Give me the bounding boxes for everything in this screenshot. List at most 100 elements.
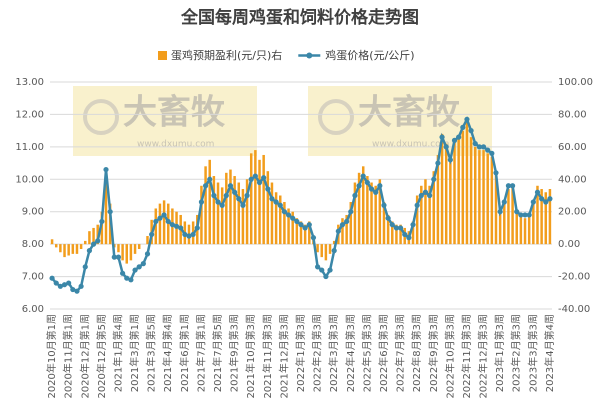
marker xyxy=(534,189,541,195)
bar xyxy=(249,153,253,245)
marker xyxy=(290,215,296,221)
bar xyxy=(415,195,419,245)
bar xyxy=(84,240,87,245)
bar xyxy=(486,153,489,245)
marker xyxy=(111,254,117,260)
bar xyxy=(395,224,398,245)
bar xyxy=(303,224,307,245)
marker xyxy=(344,218,350,225)
bar xyxy=(220,187,224,245)
watermark-logo xyxy=(83,99,119,135)
bar xyxy=(349,201,353,245)
bar xyxy=(283,201,286,245)
marker xyxy=(169,222,175,228)
watermark-box xyxy=(308,86,492,156)
bar xyxy=(544,192,548,245)
bar xyxy=(59,244,62,253)
marker xyxy=(406,235,412,241)
y-tick-label: 7.00 xyxy=(22,272,44,283)
marker xyxy=(422,189,429,195)
marker xyxy=(240,202,246,208)
marker xyxy=(331,248,337,254)
bar xyxy=(527,214,531,245)
marker xyxy=(373,189,379,195)
marker xyxy=(285,212,292,218)
legend-label: 鸡蛋价格(元/公斤) xyxy=(325,48,414,62)
marker xyxy=(539,196,545,202)
marker xyxy=(427,192,433,199)
x-tick-label: 2022年5月第3周 xyxy=(360,314,373,392)
x-tick-label: 2022年2月第3周 xyxy=(311,314,324,392)
x-tick-label: 2020年12月第1周 xyxy=(78,314,91,399)
bar xyxy=(490,156,494,245)
x-tick-label: 2021年3月第1周 xyxy=(128,314,141,392)
marker xyxy=(256,179,263,186)
bar xyxy=(536,185,539,245)
bar xyxy=(158,203,162,245)
marker xyxy=(269,196,275,202)
marker xyxy=(368,186,375,192)
marker xyxy=(418,192,424,199)
y2-tick-label: -20.00 xyxy=(558,272,590,283)
marker xyxy=(530,199,536,205)
bar xyxy=(320,244,323,258)
marker xyxy=(485,147,491,153)
bar xyxy=(71,244,75,254)
marker xyxy=(244,192,250,199)
bar xyxy=(507,189,510,245)
watermark-brand: 大畜牧 xyxy=(123,93,226,133)
marker xyxy=(74,288,80,294)
marker xyxy=(547,196,553,202)
bar xyxy=(54,244,58,248)
marker xyxy=(518,212,524,218)
bar xyxy=(411,221,415,245)
x-tick-label: 2021年12月第3周 xyxy=(277,314,290,399)
marker xyxy=(393,225,400,231)
marker xyxy=(348,209,354,215)
bar xyxy=(204,166,207,245)
marker xyxy=(514,209,520,215)
bar xyxy=(440,133,444,245)
marker xyxy=(460,124,466,130)
bar xyxy=(200,185,203,245)
marker xyxy=(211,192,217,199)
bar xyxy=(270,182,274,245)
marker xyxy=(443,144,449,150)
bar xyxy=(133,244,137,254)
marker xyxy=(364,179,370,186)
x-tick-label: 2023年1月第3周 xyxy=(493,314,506,392)
marker xyxy=(302,225,308,231)
bar xyxy=(515,211,518,245)
marker xyxy=(335,228,341,234)
x-tick-label: 2021年6月第1周 xyxy=(178,314,191,392)
marker xyxy=(339,222,346,228)
marker xyxy=(526,212,532,218)
marker xyxy=(99,218,105,225)
x-tick-label: 2022年6月第3周 xyxy=(377,314,390,392)
y-tick-label: 8.00 xyxy=(22,239,44,250)
bar xyxy=(324,244,328,261)
marker xyxy=(49,275,55,281)
marker xyxy=(178,225,184,231)
marker xyxy=(402,231,408,238)
bar xyxy=(540,189,543,245)
marker xyxy=(319,267,325,273)
y-tick-label: 12.00 xyxy=(15,109,44,120)
bar xyxy=(449,159,452,245)
bar xyxy=(63,244,66,258)
x-tick-label: 2022年12月第3周 xyxy=(477,314,490,399)
y2-tick-label: 80.00 xyxy=(558,109,587,120)
marker xyxy=(173,223,180,229)
bar xyxy=(432,171,436,245)
marker xyxy=(377,183,383,189)
marker xyxy=(356,183,362,189)
y-tick-label: 10.00 xyxy=(15,174,44,185)
y2-tick-label: 40.00 xyxy=(558,174,587,185)
marker xyxy=(86,248,93,254)
marker xyxy=(236,196,242,202)
marker xyxy=(431,176,437,182)
bar xyxy=(503,201,506,245)
bar xyxy=(316,244,319,253)
legend-label: 蛋鸡预期盈利(元/只)右 xyxy=(171,48,282,62)
marker xyxy=(501,199,507,205)
